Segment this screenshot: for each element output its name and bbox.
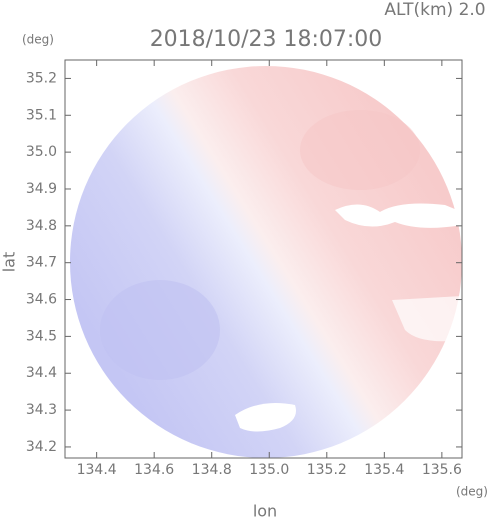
y-tick-label: 35.0	[26, 144, 57, 160]
y-axis-label: lat	[0, 252, 19, 273]
y-tick-label: 35.2	[26, 70, 57, 86]
x-tick-label: 134.4	[77, 462, 117, 478]
x-unit: (deg)	[456, 485, 488, 499]
y-tick-label: 34.3	[26, 402, 57, 418]
chart-title: 2018/10/23 18:07:00	[150, 27, 383, 52]
y-tick-label: 34.7	[26, 255, 57, 271]
no-echo-area	[235, 402, 296, 432]
plot-frame	[64, 59, 463, 459]
field-patch	[300, 110, 420, 190]
altitude-label: ALT(km) 2.0	[384, 0, 485, 20]
x-tick-label: 135.2	[307, 462, 347, 478]
y-tick-label: 34.9	[26, 181, 57, 197]
x-tick-label: 134.6	[134, 462, 174, 478]
x-tick-label: 134.8	[192, 462, 232, 478]
y-tick-label: 34.6	[26, 292, 57, 308]
radar-field	[70, 66, 462, 458]
y-tick-label: 35.1	[26, 107, 57, 123]
y-tick-label: 34.2	[26, 439, 57, 455]
field-patch	[100, 280, 220, 380]
no-echo-area	[392, 296, 462, 342]
no-echo-area	[335, 203, 462, 228]
x-tick-label: 135.4	[364, 462, 404, 478]
y-unit: (deg)	[22, 33, 54, 47]
x-tick-label: 135.6	[422, 462, 462, 478]
y-tick-label: 34.8	[26, 218, 57, 234]
x-axis-label: lon	[253, 502, 277, 521]
y-tick-label: 34.4	[26, 365, 57, 381]
x-tick-label: 135.0	[249, 462, 289, 478]
y-tick-label: 34.5	[26, 328, 57, 344]
